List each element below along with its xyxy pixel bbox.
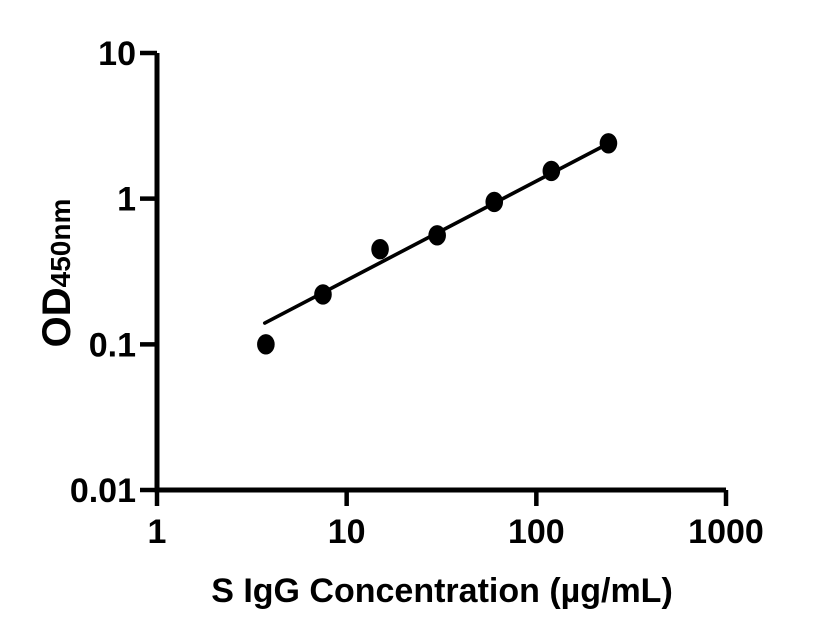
y-axis-title: OD450nm bbox=[35, 199, 79, 348]
y-axis-title-main: OD bbox=[35, 287, 79, 347]
x-axis-title: S IgG Concentration (µg/mL) bbox=[211, 572, 673, 610]
data-point bbox=[485, 191, 504, 213]
x-tick-label: 1000 bbox=[688, 513, 764, 551]
x-tick-label: 100 bbox=[508, 513, 565, 551]
x-tick-label: 10 bbox=[328, 513, 366, 551]
data-point bbox=[542, 160, 561, 182]
x-tick-label: 1 bbox=[148, 513, 167, 551]
data-point bbox=[371, 238, 389, 260]
data-point bbox=[257, 334, 275, 355]
data-point bbox=[599, 133, 618, 154]
axis-ticks: 1 10 100 1000 10 1 0.1 0.01 bbox=[70, 35, 764, 551]
y-tick-label: 0.1 bbox=[89, 326, 136, 364]
y-tick-label: 10 bbox=[98, 35, 136, 73]
plot-area bbox=[257, 133, 618, 355]
data-point bbox=[314, 284, 332, 305]
y-axis-title-sub: 450nm bbox=[45, 199, 76, 288]
axes bbox=[154, 53, 726, 493]
y-tick-label: 0.01 bbox=[70, 472, 136, 510]
y-tick-label: 1 bbox=[117, 181, 136, 219]
data-point bbox=[428, 225, 446, 246]
